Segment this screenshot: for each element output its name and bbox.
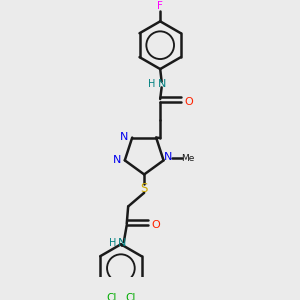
Text: N: N bbox=[164, 152, 172, 163]
Text: Cl: Cl bbox=[125, 292, 136, 300]
Text: Cl: Cl bbox=[106, 292, 116, 300]
Text: Me: Me bbox=[182, 154, 195, 163]
Text: S: S bbox=[140, 182, 148, 195]
Text: N: N bbox=[158, 79, 166, 88]
Text: N: N bbox=[120, 132, 128, 142]
Text: H: H bbox=[109, 238, 116, 248]
Text: N: N bbox=[118, 238, 127, 248]
Text: N: N bbox=[112, 155, 121, 165]
Text: H: H bbox=[148, 79, 155, 88]
Text: O: O bbox=[152, 220, 160, 230]
Text: O: O bbox=[184, 97, 193, 107]
Text: F: F bbox=[157, 1, 163, 11]
